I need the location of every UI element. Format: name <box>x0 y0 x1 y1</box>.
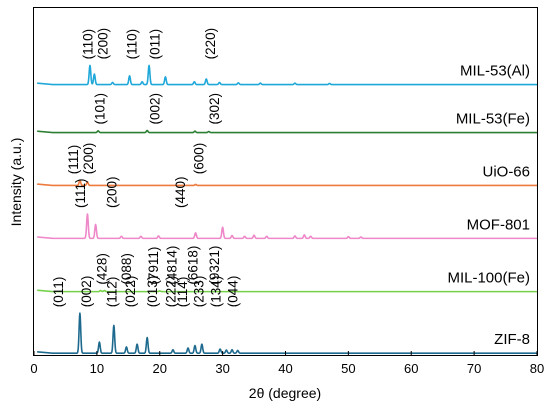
x-tick-label: 80 <box>530 361 544 376</box>
x-tick-label: 60 <box>404 361 418 376</box>
series-label: ZIF-8 <box>494 331 530 348</box>
series-line-3 <box>36 213 538 240</box>
series-line-0 <box>36 64 538 86</box>
peak-label: (002) <box>148 93 163 125</box>
peak-label: (6618) <box>185 246 200 285</box>
peak-label: (110) <box>80 29 95 60</box>
peak-label: (088) <box>119 253 134 285</box>
y-axis-title: Intensity (a.u.) <box>8 138 24 227</box>
peak-label: (111) <box>73 178 88 208</box>
series-label: UiO-66 <box>482 163 530 180</box>
peak-label: (110) <box>125 29 140 60</box>
peak-label: (002) <box>79 276 94 308</box>
x-tick-label: 10 <box>90 361 104 376</box>
peak-label: (013) <box>145 276 160 308</box>
peak-label: (200) <box>81 143 96 175</box>
peak-label: (044) <box>226 276 241 308</box>
peak-label: (4814) <box>165 246 180 285</box>
x-tick-label: 20 <box>153 361 167 376</box>
x-axis-title: 2θ (degree) <box>249 385 321 401</box>
peak-label: (022) <box>123 276 138 308</box>
peak-label: (101) <box>92 93 107 125</box>
peak-label: (111) <box>66 145 81 175</box>
peak-label: (200) <box>104 176 119 208</box>
peak-label: (200) <box>96 28 111 60</box>
peak-label-layer: MIL-53(Al)(110) (200) (110) (011) (220)MIL-5… <box>51 28 530 348</box>
x-tick-label: 40 <box>278 361 292 376</box>
x-tick-label: 0 <box>30 361 37 376</box>
peak-label: (440) <box>173 176 188 208</box>
peak-label: (302) <box>207 93 222 125</box>
series-label: MOF-801 <box>467 216 530 233</box>
peak-label: (220) <box>203 28 218 60</box>
peak-label: (011) <box>51 277 66 308</box>
peak-label: (7911) <box>146 247 161 285</box>
peak-label: (134) <box>209 276 224 308</box>
peak-label: (600) <box>192 143 207 175</box>
series-line-5 <box>36 312 538 355</box>
series-line-2 <box>36 179 538 187</box>
peak-label: (233) <box>192 276 207 308</box>
series-line-4 <box>36 289 538 293</box>
peak-label: (222) <box>163 276 178 308</box>
x-tick-label: 30 <box>215 361 229 376</box>
peak-label: (114) <box>175 277 190 308</box>
series-label: MIL-53(Fe) <box>456 111 530 128</box>
series-label: MIL-53(Al) <box>460 63 530 80</box>
x-tick-label: 70 <box>467 361 481 376</box>
series-layer <box>36 64 538 355</box>
series-label: MIL-100(Fe) <box>447 270 530 287</box>
peak-label: (9321) <box>207 246 222 285</box>
peak-label: (428) <box>94 253 109 285</box>
peak-label: (011) <box>148 29 163 60</box>
x-tick-label: 50 <box>341 361 355 376</box>
x-axis: 0 10 20 30 40 50 60 70 80 <box>30 351 544 376</box>
peak-label: (112) <box>104 277 119 308</box>
series-line-1 <box>36 129 538 134</box>
